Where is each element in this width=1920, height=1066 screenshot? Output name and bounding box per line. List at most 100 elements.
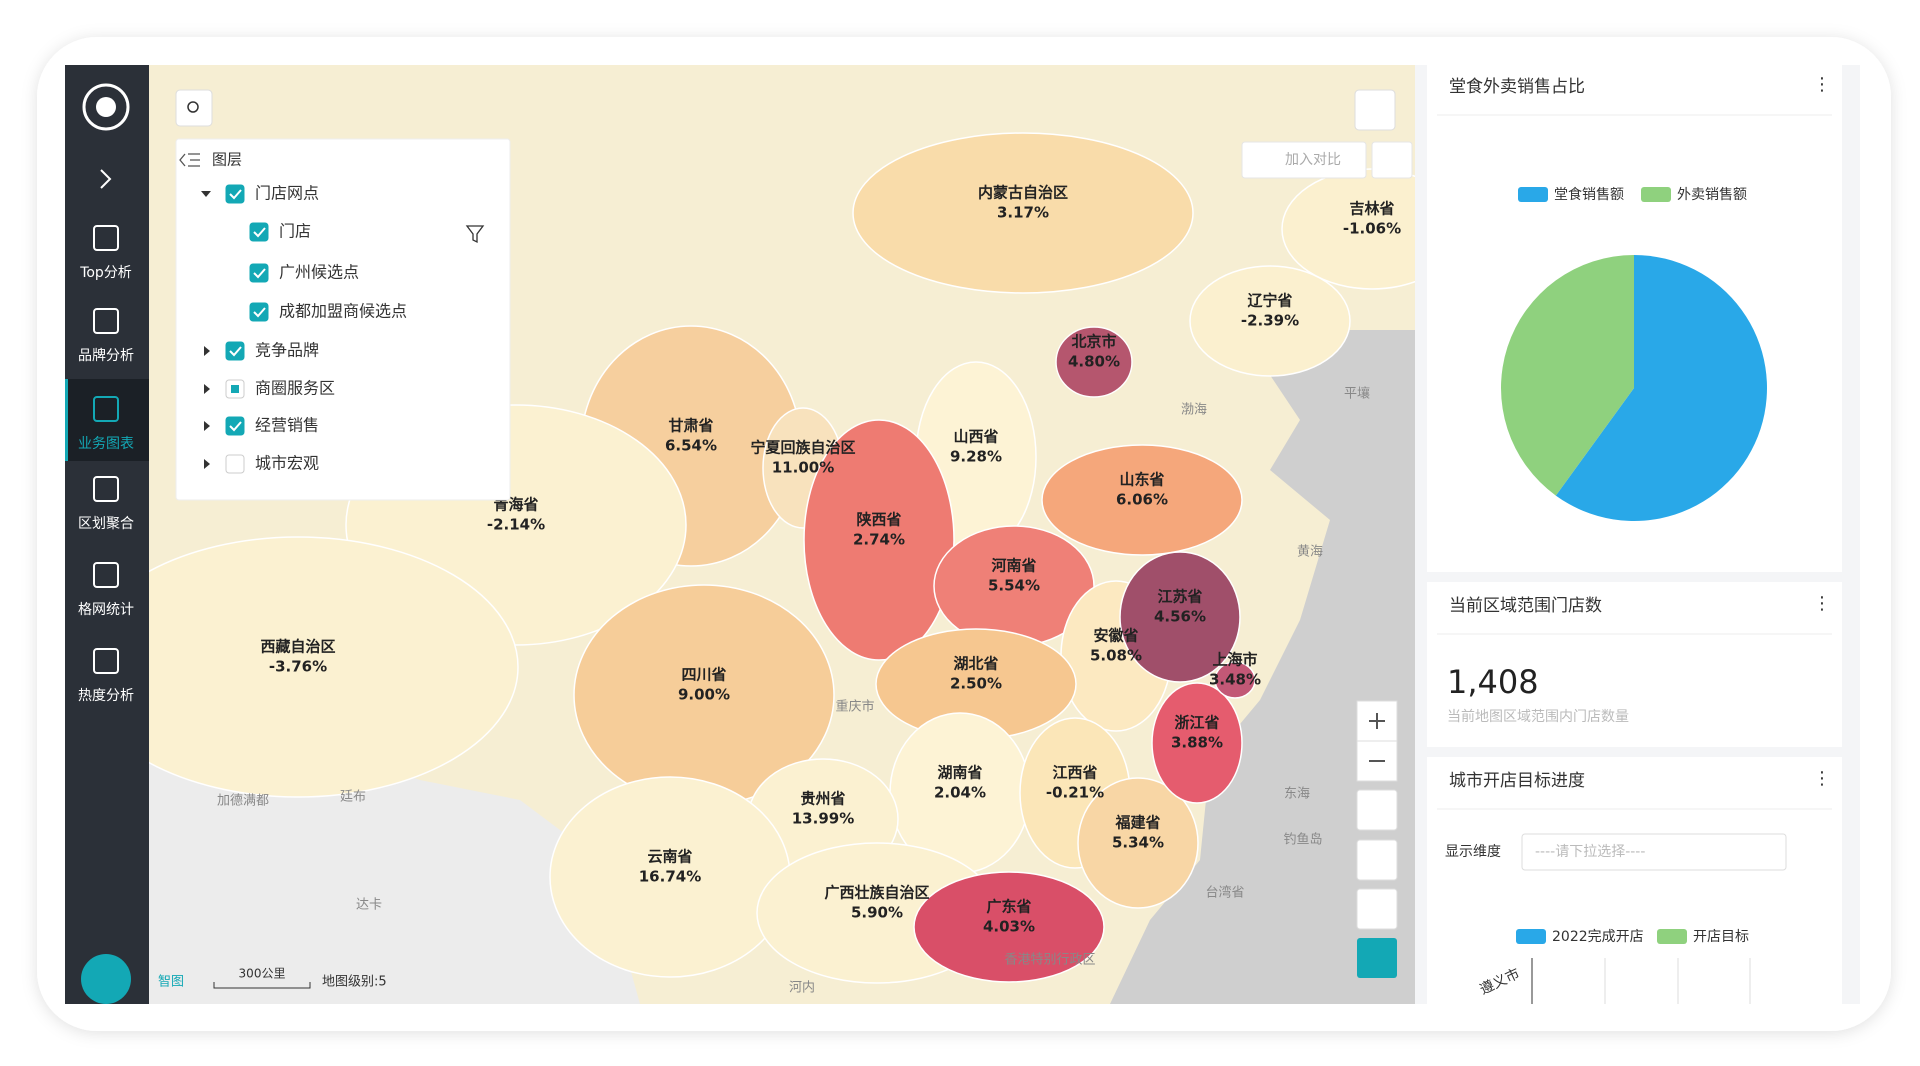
sidebar-icon[interactable] [93,476,119,502]
compare-button[interactable] [1241,141,1367,179]
province-value: 5.54% [988,577,1040,595]
province-value: 3.17% [997,204,1049,222]
place-name: 台湾省 [1205,885,1244,901]
province-value: -2.14% [487,516,545,534]
filter-icon[interactable] [465,225,485,244]
map-tool[interactable] [1356,839,1398,881]
legend-swatch [1657,929,1687,944]
province-value: 2.50% [950,675,1002,693]
province-value: -2.39% [1241,312,1299,330]
filter-label: 显示维度 [1445,844,1501,860]
collapse-icon[interactable] [179,153,200,167]
sidebar [65,65,149,1004]
province-value: -3.76% [269,658,327,676]
logo [82,83,130,131]
search-button[interactable] [175,89,213,127]
tool-button[interactable] [1354,89,1396,131]
province [1077,777,1199,909]
sidebar-label: 热度分析 [78,688,134,704]
search-icon [187,101,199,113]
partial-mark [231,385,239,393]
legend-swatch [1518,187,1548,202]
check-mark [253,307,266,318]
layer-label: 门店 [279,222,311,241]
layer-label: 门店网点 [255,184,319,203]
legend-label: 堂食销售额 [1554,186,1624,203]
legend-button[interactable] [1371,141,1413,179]
place-name: 钓鱼岛 [1283,832,1322,848]
province-value: 4.03% [983,918,1035,936]
province-value: -0.21% [1046,784,1104,802]
province-name: 内蒙古自治区 [978,184,1068,202]
filter-select[interactable] [1521,833,1787,871]
tree-toggle[interactable] [204,421,210,431]
province-name: 湖南省 [937,764,982,782]
tree-toggle[interactable] [204,459,210,469]
province-name: 福建省 [1114,814,1160,832]
place-name: 平壤 [1344,386,1370,402]
draw-tool[interactable] [1357,938,1397,978]
layer-checkbox[interactable] [249,302,269,322]
place-name: 廷布 [340,790,366,805]
layer-checkbox[interactable] [225,184,245,204]
user-avatar[interactable] [81,954,131,1004]
card-menu: ⋮ [1813,74,1831,95]
sidebar-icon[interactable] [93,308,119,334]
logo-core [96,97,116,117]
layer-checkbox[interactable] [225,454,245,474]
province-name: 辽宁省 [1247,292,1292,310]
province-name: 山东省 [1119,471,1164,489]
sidebar-icon[interactable] [93,396,119,422]
layer-label: 城市宏观 [255,454,319,473]
province-value: 9.00% [678,686,730,704]
check-mark [253,268,266,279]
province-name: 江西省 [1052,764,1097,782]
province-value: -1.06% [1343,220,1401,238]
expand-icon[interactable] [100,169,112,189]
province-value: 3.88% [1171,734,1223,752]
province-name: 河南省 [991,557,1036,575]
layer-label: 商圈服务区 [255,379,335,398]
sidebar-icon[interactable] [93,562,119,588]
tree-toggle[interactable] [201,191,211,197]
province-name: 广东省 [986,898,1031,916]
card-title: 堂食外卖销售占比 [1449,77,1585,97]
province-value: 5.90% [851,904,903,922]
province-name: 浙江省 [1174,714,1219,732]
province-name: 西藏自治区 [260,638,335,656]
province-name: 陕西省 [856,511,901,529]
sidebar-icon[interactable] [93,225,119,251]
map-tool[interactable] [1356,888,1398,930]
province-value: 9.28% [950,448,1002,466]
map-area: 内蒙古自治区 3.17% 吉林省 -1.06% 辽宁省 -2.39% 甘肃省 6.54% 宁夏回… [149,65,1415,1004]
zoom-icon [1369,713,1385,729]
layer-checkbox[interactable] [249,263,269,283]
province-value: 16.74% [639,868,701,886]
province-name: 安徽省 [1093,627,1138,645]
filter-placeholder: ----请下拉选择---- [1535,844,1645,860]
province-value: 4.56% [1154,608,1206,626]
map-logo: 智图 [158,975,184,990]
province-name: 江苏省 [1157,588,1202,606]
tree-toggle[interactable] [204,384,210,394]
sidebar-active-bar [65,379,68,461]
sidebar-icon[interactable] [93,648,119,674]
tree-toggle[interactable] [204,346,210,356]
layer-checkbox[interactable] [225,341,245,361]
province [1151,682,1243,804]
province [1041,444,1243,556]
check-mark [229,189,242,200]
map-sea [1110,330,1415,1004]
province-name: 湖北省 [953,655,998,673]
province-name: 山西省 [953,428,998,446]
province [803,419,955,661]
province-name: 贵州省 [800,790,845,808]
map-tool[interactable] [1356,789,1398,831]
layer-checkbox[interactable] [249,222,269,242]
scale-label: 300公里 [239,967,286,981]
legend-swatch [1516,929,1546,944]
province-value: 5.08% [1090,647,1142,665]
layer-checkbox[interactable] [225,416,245,436]
province-value: 13.99% [792,810,854,828]
province-value: 4.80% [1068,353,1120,371]
